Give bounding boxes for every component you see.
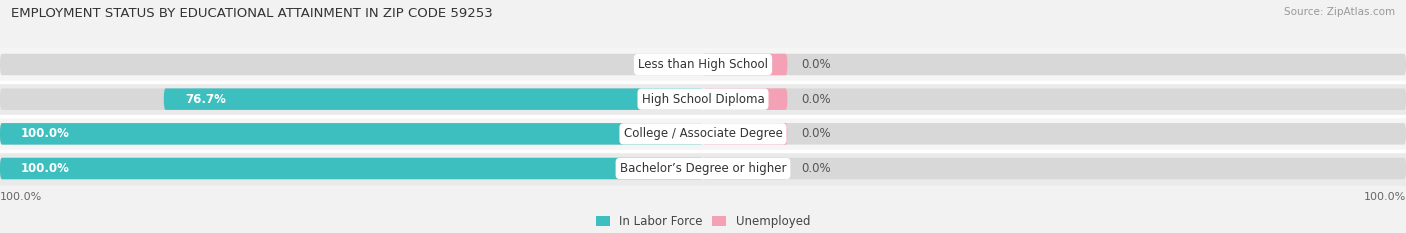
FancyBboxPatch shape — [0, 158, 703, 179]
Text: EMPLOYMENT STATUS BY EDUCATIONAL ATTAINMENT IN ZIP CODE 59253: EMPLOYMENT STATUS BY EDUCATIONAL ATTAINM… — [11, 7, 494, 20]
Legend: In Labor Force, Unemployed: In Labor Force, Unemployed — [591, 210, 815, 233]
FancyBboxPatch shape — [703, 123, 787, 145]
FancyBboxPatch shape — [0, 88, 1406, 110]
Text: 100.0%: 100.0% — [0, 192, 42, 202]
Text: 76.7%: 76.7% — [186, 93, 226, 106]
FancyBboxPatch shape — [0, 158, 1406, 179]
FancyBboxPatch shape — [0, 82, 1406, 116]
Text: 0.0%: 0.0% — [801, 93, 831, 106]
Text: Bachelor’s Degree or higher: Bachelor’s Degree or higher — [620, 162, 786, 175]
Text: 0.0%: 0.0% — [652, 58, 682, 71]
FancyBboxPatch shape — [703, 158, 787, 179]
FancyBboxPatch shape — [0, 54, 1406, 75]
FancyBboxPatch shape — [0, 151, 1406, 185]
FancyBboxPatch shape — [0, 48, 1406, 82]
Text: 0.0%: 0.0% — [801, 58, 831, 71]
FancyBboxPatch shape — [163, 88, 703, 110]
Text: High School Diploma: High School Diploma — [641, 93, 765, 106]
Text: 100.0%: 100.0% — [1364, 192, 1406, 202]
FancyBboxPatch shape — [0, 123, 703, 145]
Text: 0.0%: 0.0% — [801, 162, 831, 175]
Text: Less than High School: Less than High School — [638, 58, 768, 71]
Text: 100.0%: 100.0% — [21, 162, 70, 175]
Text: 0.0%: 0.0% — [801, 127, 831, 140]
FancyBboxPatch shape — [0, 117, 1406, 151]
FancyBboxPatch shape — [703, 88, 787, 110]
Text: College / Associate Degree: College / Associate Degree — [624, 127, 782, 140]
Text: Source: ZipAtlas.com: Source: ZipAtlas.com — [1284, 7, 1395, 17]
Text: 100.0%: 100.0% — [21, 127, 70, 140]
FancyBboxPatch shape — [0, 123, 1406, 145]
FancyBboxPatch shape — [703, 54, 787, 75]
